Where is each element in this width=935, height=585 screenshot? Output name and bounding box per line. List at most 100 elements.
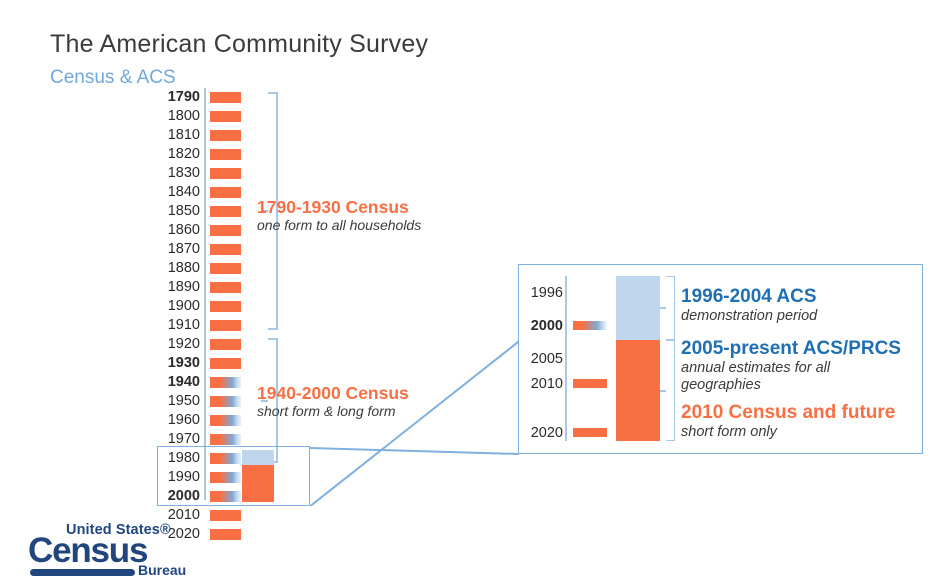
timeline-bar-short-form bbox=[210, 301, 241, 312]
timeline-year-label: 1800 bbox=[167, 108, 200, 124]
callout-detail-box: 1996 2000 2005 2010 2020 1996-2004 ACS demon… bbox=[518, 264, 923, 454]
timeline-bar-short-and-long-form bbox=[210, 472, 241, 483]
callout-year-label: 2020 bbox=[530, 425, 563, 441]
timeline-row: 1950 bbox=[158, 392, 278, 411]
timeline-row: 1820 bbox=[158, 145, 278, 164]
timeline-bar-short-and-long-form bbox=[210, 491, 241, 502]
timeline-year-label: 1930 bbox=[167, 355, 200, 371]
mini-bar-acs-demo bbox=[242, 450, 274, 465]
timeline-year-label: 2010 bbox=[167, 507, 200, 523]
timeline-year-label: 1890 bbox=[167, 279, 200, 295]
callout-year-bar bbox=[573, 379, 607, 388]
timeline-year-label: 1850 bbox=[167, 203, 200, 219]
census-bureau-logo: United States® Census Bureau bbox=[28, 522, 186, 578]
timeline-row: 1980 bbox=[158, 449, 278, 468]
timeline-year-label: 1960 bbox=[167, 412, 200, 428]
callout-year-label: 1996 bbox=[530, 285, 563, 301]
timeline-year-label: 1880 bbox=[167, 260, 200, 276]
annotation-1940-2000-heading: 1940-2000 Census bbox=[257, 383, 409, 403]
callout-year-bar bbox=[573, 321, 607, 330]
page-subtitle: Census & ACS bbox=[50, 67, 176, 88]
logo-rule bbox=[30, 569, 135, 576]
timeline-row: 1830 bbox=[158, 164, 278, 183]
timeline-year-label: 1970 bbox=[167, 431, 200, 447]
timeline-row: 1860 bbox=[158, 221, 278, 240]
timeline-year-label: 1870 bbox=[167, 241, 200, 257]
callout-bracket-tick-2005-present bbox=[660, 390, 666, 392]
timeline-row: 1960 bbox=[158, 411, 278, 430]
timeline-row: 1850 bbox=[158, 202, 278, 221]
timeline-row: 1810 bbox=[158, 126, 278, 145]
annotation-1790-1930: 1790-1930 Census one form to all househo… bbox=[257, 197, 421, 234]
timeline-bar-short-form bbox=[210, 358, 241, 369]
timeline-bar-short-form bbox=[210, 529, 241, 540]
timeline-year-label: 1980 bbox=[167, 450, 200, 466]
timeline-row: 1930 bbox=[158, 354, 278, 373]
callout-annotation-acs-demo: 1996-2004 ACS demonstration period bbox=[681, 286, 818, 325]
timeline-bar-short-form bbox=[210, 206, 241, 217]
timeline-bar-short-form bbox=[210, 187, 241, 198]
mini-highlight-box bbox=[157, 446, 310, 506]
timeline-row: 1890 bbox=[158, 278, 278, 297]
timeline-bar-short-form bbox=[210, 225, 241, 236]
callout-annotation-acs-prcs-subtext: annual estimates for all geographies bbox=[681, 359, 831, 393]
callout-year-label: 2010 bbox=[530, 376, 563, 392]
callout-connector-top bbox=[309, 447, 519, 455]
timeline-year-label: 2020 bbox=[167, 526, 200, 542]
timeline-row: 1910 bbox=[158, 316, 278, 335]
timeline-bar-short-form bbox=[210, 149, 241, 160]
timeline-year-label: 1990 bbox=[167, 469, 200, 485]
logo-bureau-text: Bureau bbox=[138, 562, 187, 578]
logo-united-states-text: United States® bbox=[66, 522, 171, 538]
timeline-row: 2010 bbox=[158, 506, 278, 525]
callout-axis-line bbox=[565, 276, 567, 441]
timeline-bar-short-and-long-form bbox=[210, 434, 241, 445]
timeline-year-label: 1840 bbox=[167, 184, 200, 200]
mini-bar-acs-present bbox=[242, 465, 274, 502]
annotation-1940-2000: 1940-2000 Census short form & long form bbox=[257, 383, 409, 420]
callout-bracket-2005-present bbox=[666, 340, 675, 441]
callout-annotation-2010-census: 2010 Census and future short form only bbox=[681, 402, 896, 441]
timeline-year-label: 1860 bbox=[167, 222, 200, 238]
timeline-bar-short-form bbox=[210, 320, 241, 331]
timeline-year-label: 1820 bbox=[167, 146, 200, 162]
timeline-row: 2000 bbox=[158, 487, 278, 506]
timeline-row: 1920 bbox=[158, 335, 278, 354]
timeline-bar-short-form bbox=[210, 244, 241, 255]
timeline-bar-short-form bbox=[210, 111, 241, 122]
timeline-year-label: 1920 bbox=[167, 336, 200, 352]
callout-year-bar bbox=[573, 428, 607, 437]
bracket-tick-1940-2000 bbox=[261, 400, 268, 402]
timeline-year-label: 1830 bbox=[167, 165, 200, 181]
timeline-year-label: 1950 bbox=[167, 393, 200, 409]
timeline-year-label: 2000 bbox=[167, 488, 200, 504]
timeline-year-label: 1910 bbox=[167, 317, 200, 333]
timeline-row: 1990 bbox=[158, 468, 278, 487]
timeline-row: 1870 bbox=[158, 240, 278, 259]
timeline-row: 1900 bbox=[158, 297, 278, 316]
census-timeline: 1790 1800 1810 1820 1830 1840 1850 1860 1870 1880… bbox=[158, 88, 278, 542]
timeline-axis-line bbox=[204, 88, 206, 500]
timeline-bar-short-form bbox=[210, 130, 241, 141]
timeline-row: 2020 bbox=[158, 525, 278, 544]
timeline-bar-short-form bbox=[210, 282, 241, 293]
page-title: The American Community Survey bbox=[50, 30, 429, 58]
timeline-row: 1800 bbox=[158, 107, 278, 126]
timeline-row: 1880 bbox=[158, 259, 278, 278]
annotation-1790-1930-heading: 1790-1930 Census bbox=[257, 197, 409, 217]
callout-bar-acs-demonstration bbox=[616, 276, 660, 340]
timeline-bar-short-and-long-form bbox=[210, 453, 241, 464]
callout-connector-bottom bbox=[310, 340, 520, 507]
timeline-year-label: 1900 bbox=[167, 298, 200, 314]
timeline-bar-short-form bbox=[210, 168, 241, 179]
callout-annotation-acs-demo-subtext: demonstration period bbox=[681, 307, 818, 324]
callout-annotation-2010-census-subtext: short form only bbox=[681, 423, 777, 440]
callout-bracket-1996-2004 bbox=[666, 276, 675, 340]
timeline-bar-short-form bbox=[210, 263, 241, 274]
timeline-row: 1840 bbox=[158, 183, 278, 202]
callout-annotation-acs-demo-heading: 1996-2004 ACS bbox=[681, 286, 817, 307]
callout-annotation-2010-census-heading: 2010 Census and future bbox=[681, 402, 896, 423]
timeline-row: 1940 bbox=[158, 373, 278, 392]
bracket-tick-1790-1930 bbox=[261, 210, 268, 212]
timeline-row: 1790 bbox=[158, 88, 278, 107]
